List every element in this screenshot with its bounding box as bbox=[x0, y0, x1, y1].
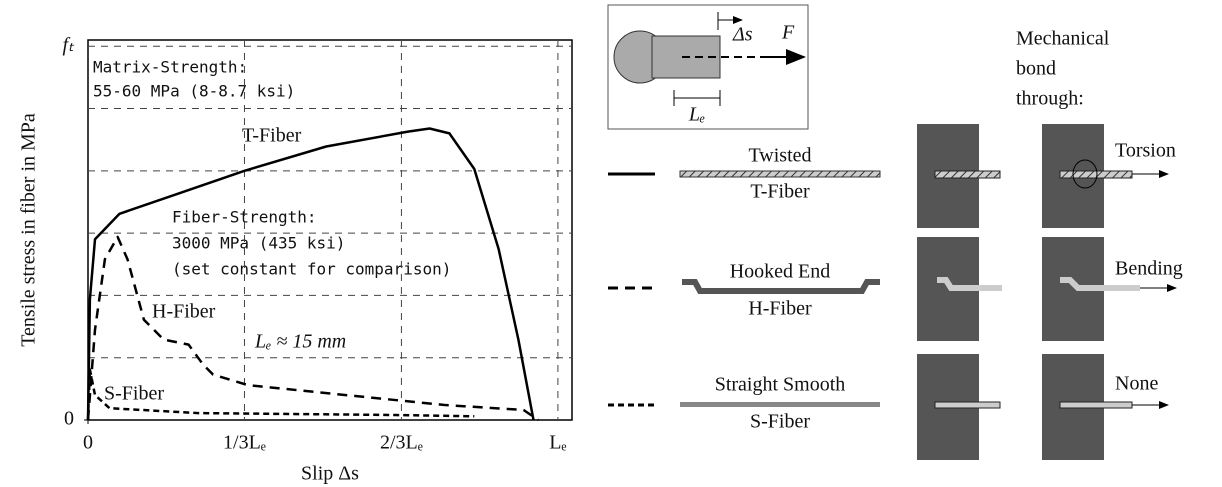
annotation: 3000 MPa (435 ksi) bbox=[172, 234, 345, 253]
bond-title: through: bbox=[1016, 88, 1084, 110]
fiber-name: Twisted bbox=[748, 145, 811, 167]
x-tick-label: 2/3Lₑ bbox=[380, 432, 423, 454]
annotation: 55-60 MPa (8-8.7 ksi) bbox=[93, 82, 295, 101]
inset-label: F bbox=[781, 22, 795, 44]
x-tick-label: Lₑ bbox=[549, 432, 566, 454]
bond-type: None bbox=[1115, 373, 1158, 395]
torsion-arrow bbox=[1072, 159, 1098, 189]
x-tick-label: 0 bbox=[83, 432, 93, 454]
bond-type: Torsion bbox=[1115, 140, 1176, 162]
inset-label: Δs bbox=[732, 24, 753, 46]
plot-frame bbox=[87, 39, 573, 421]
annotation: Fiber-Strength: bbox=[172, 208, 317, 227]
series-label: T-Fiber bbox=[242, 125, 302, 147]
bond-title: bond bbox=[1016, 58, 1056, 80]
x-tick-label: 1/3Lₑ bbox=[223, 432, 266, 454]
fiber bbox=[1060, 277, 1140, 291]
y-axis-label: Tensile stress in fiber in MPa bbox=[18, 113, 40, 347]
series-line bbox=[86, 235, 539, 422]
series-line bbox=[86, 368, 475, 421]
fiber bbox=[1059, 170, 1133, 179]
inset-label: Lₑ bbox=[688, 104, 705, 126]
series-label: S-Fiber bbox=[104, 383, 164, 405]
fiber-type: S-Fiber bbox=[750, 411, 810, 433]
bond-type: Bending bbox=[1115, 258, 1183, 280]
fiber bbox=[1059, 401, 1133, 409]
fiber-type: H-Fiber bbox=[748, 298, 812, 320]
fiber bbox=[934, 401, 1001, 409]
annotation: Matrix-Strength: bbox=[93, 58, 247, 77]
annotation: (set constant for comparison) bbox=[172, 260, 451, 279]
chart: Tensile stress in fiber in MPa Slip Δs M… bbox=[18, 34, 573, 485]
series-label: H-Fiber bbox=[152, 301, 216, 323]
annotation: Lₑ ≈ 15 mm bbox=[254, 331, 346, 353]
fiber-name: Hooked End bbox=[730, 261, 831, 283]
fiber bbox=[682, 279, 880, 294]
fiber-name: Straight Smooth bbox=[715, 374, 846, 396]
x-axis-label: Slip Δs bbox=[301, 463, 359, 485]
fiber bbox=[934, 170, 1001, 179]
fiber bbox=[937, 277, 1002, 291]
fiber bbox=[679, 170, 881, 178]
diagram: Δs F Lₑ Mechanical bond through: Twisted… bbox=[607, 4, 1183, 460]
fiber bbox=[680, 402, 880, 407]
y-tick-label: fₜ bbox=[63, 34, 76, 56]
series-line bbox=[86, 127, 535, 421]
bond-title: Mechanical bbox=[1016, 28, 1110, 50]
y-tick-label: 0 bbox=[64, 408, 74, 430]
fiber-type: T-Fiber bbox=[750, 181, 810, 203]
